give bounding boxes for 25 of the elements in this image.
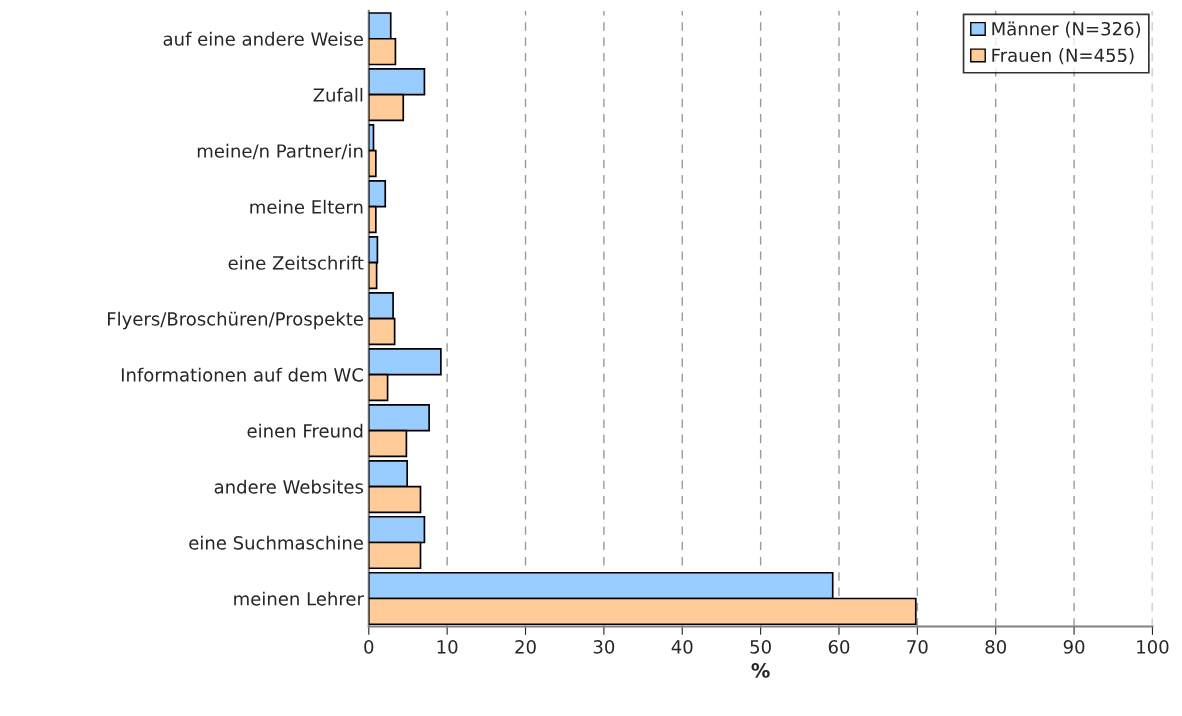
x-tick-label: 100 xyxy=(1137,640,1169,654)
x-tick-label: 70 xyxy=(907,640,928,654)
y-tick-label: meinen Lehrer xyxy=(234,591,364,606)
legend-label: Männer (N=326) xyxy=(992,21,1141,38)
y-tick-label: eine Suchmaschine xyxy=(189,535,363,550)
y-tick-label: meine/n Partner/in xyxy=(197,143,363,160)
y-tick-label: Informationen auf dem WC xyxy=(121,367,363,382)
y-tick-label: Zufall xyxy=(313,87,363,102)
x-tick-label: 90 xyxy=(1063,640,1085,654)
y-tick-label: auf eine andere Weise xyxy=(163,31,363,46)
x-tick-label: 20 xyxy=(515,640,536,654)
y-tick-label: Flyers/Broschüren/Prospekte xyxy=(108,311,363,330)
x-tick-label: 80 xyxy=(985,640,1007,654)
x-tick-label: 0 xyxy=(364,640,374,654)
x-tick-label: 30 xyxy=(593,640,615,654)
y-tick-label: eine Zeitschrift xyxy=(228,255,364,270)
y-tick-label: meine Eltern xyxy=(250,199,363,214)
x-tick-label: 50 xyxy=(750,640,771,654)
legend-label: Frauen (N=455) xyxy=(992,48,1134,65)
y-tick-label: andere Websites xyxy=(214,479,364,494)
y-tick-label: einen Freund xyxy=(247,423,363,438)
x-tick-label: 40 xyxy=(671,640,693,654)
x-tick-label: 10 xyxy=(437,640,458,654)
x-tick-label: 60 xyxy=(828,640,850,654)
x-axis-title: % xyxy=(751,663,770,678)
